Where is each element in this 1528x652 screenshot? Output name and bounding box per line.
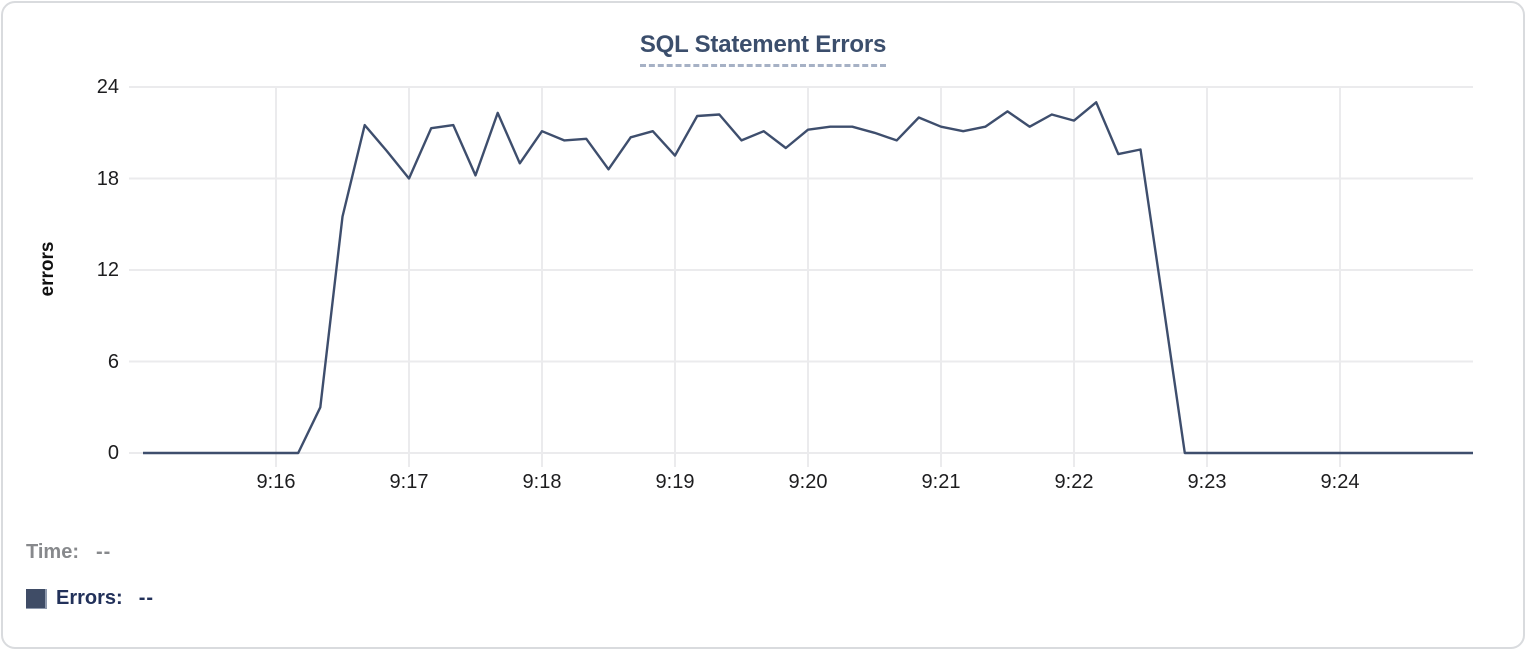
errors-series-line (143, 101, 1473, 455)
legend-time-value: -- (95, 541, 112, 563)
legend-time-label: Time: (26, 541, 79, 563)
legend-errors-value: -- (138, 587, 155, 609)
errors-series-swatch-icon (26, 588, 47, 609)
legend-errors-row[interactable]: Errors: -- (26, 587, 154, 610)
legend-errors-label: Errors: (56, 587, 123, 609)
line-chart-plot[interactable] (3, 3, 1525, 649)
chart-title[interactable]: SQL Statement Errors (639, 31, 886, 67)
legend-time-row: Time: -- (26, 541, 111, 564)
y-axis-label: errors (37, 241, 58, 297)
chart-header: SQL Statement Errors (3, 31, 1523, 67)
